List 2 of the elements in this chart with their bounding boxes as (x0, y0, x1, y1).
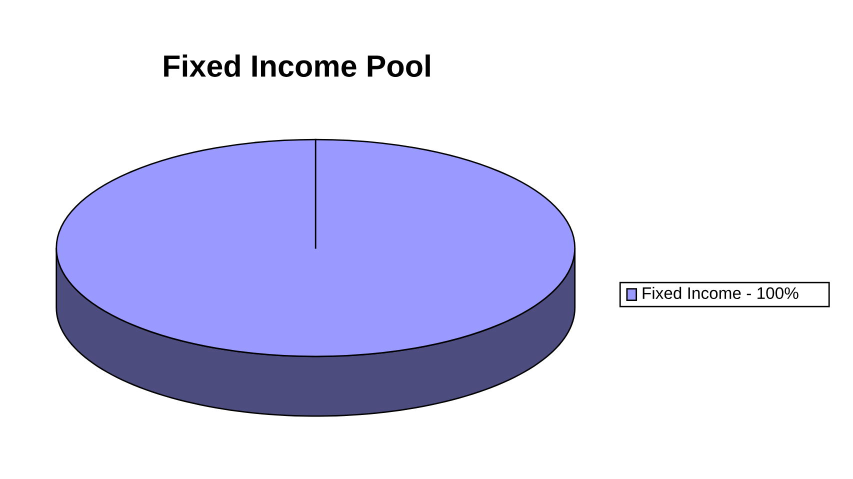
chart-title: Fixed Income Pool (164, 54, 430, 77)
legend-label: Fixed Income - 100% (642, 286, 798, 300)
